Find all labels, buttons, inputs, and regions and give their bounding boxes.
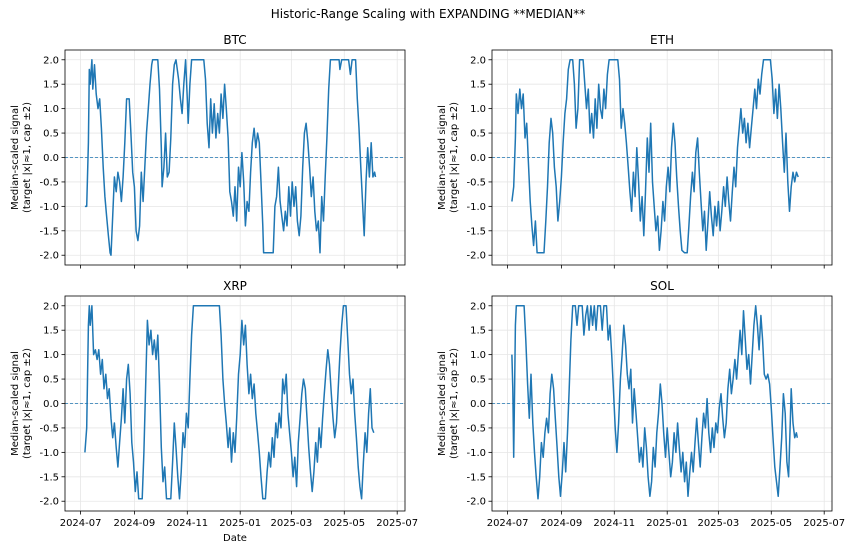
y-tick-label: -2.0 (466, 251, 486, 262)
panel-title: XRP (223, 279, 247, 293)
panel-title: BTC (223, 33, 246, 47)
x-tick-label: 2024-11 (166, 518, 208, 529)
x-tick-label: 2025-01 (219, 518, 261, 529)
x-tick-label: 2025-07 (803, 518, 845, 529)
y-tick-label: 1.5 (470, 80, 486, 91)
signal-line (511, 59, 799, 254)
signal-line (84, 305, 375, 500)
y-tick-label: -1.5 (466, 472, 486, 483)
x-tick-label: 2024-11 (593, 518, 635, 529)
y-tick-label: 1.0 (470, 350, 486, 361)
x-tick-label: 2025-05 (750, 518, 792, 529)
y-tick-label: -1.0 (39, 448, 59, 459)
y-tick-label: 1.5 (43, 80, 59, 91)
y-tick-label: -1.0 (466, 448, 486, 459)
y-tick-label: 0.0 (470, 153, 486, 164)
y-tick-label: 0.5 (470, 129, 486, 140)
y-tick-label: 2.0 (43, 301, 59, 312)
x-tick-label: 2024-07 (487, 518, 529, 529)
y-tick-label: -1.5 (39, 472, 59, 483)
y-tick-label: -1.0 (466, 202, 486, 213)
x-tick-label: 2025-07 (376, 518, 418, 529)
y-tick-label: -2.0 (39, 497, 59, 508)
panel-title: ETH (650, 33, 674, 47)
chart-panel-xrp: -2.0 -1.5 -1.0 -0.5 0.0 0.5 1.0 1.5 2.0 2024-07 20… (10, 279, 418, 544)
x-tick-label: 2025-03 (270, 518, 312, 529)
y-tick-label: 2.0 (470, 55, 486, 66)
y-tick-label: 2.0 (43, 55, 59, 66)
chart-panel-sol: -2.0 -1.5 -1.0 -0.5 0.0 0.5 1.0 1.5 2.0 2024-07 20… (437, 279, 845, 529)
y-tick-label: -2.0 (39, 251, 59, 262)
x-tick-label: 2025-05 (323, 518, 365, 529)
signal-line (511, 305, 799, 500)
y-axis-label-line: (target |x|≈1, cap ±2) (449, 102, 460, 213)
y-tick-label: -1.5 (466, 226, 486, 237)
y-tick-label: -0.5 (466, 423, 486, 434)
y-tick-label: -0.5 (466, 177, 486, 188)
y-axis-label-line: (target |x|≈1, cap ±2) (449, 348, 460, 459)
panel-title: SOL (650, 279, 674, 293)
x-tick-label: 2024-09 (540, 518, 582, 529)
y-axis-label: Median-scaled signal(target |x|≈1, cap ±… (10, 102, 33, 213)
y-tick-label: 0.5 (470, 375, 486, 386)
y-tick-label: -1.5 (39, 226, 59, 237)
y-axis-label-line: Median-scaled signal (437, 351, 448, 456)
x-tick-label: 2025-01 (646, 518, 688, 529)
figure-title: Historic-Range Scaling with EXPANDING **… (271, 7, 585, 21)
y-axis-label-line: (target |x|≈1, cap ±2) (22, 348, 33, 459)
y-axis-label-line: Median-scaled signal (10, 351, 21, 456)
y-tick-label: -0.5 (39, 423, 59, 434)
y-tick-label: 2.0 (470, 301, 486, 312)
y-tick-label: 0.5 (43, 375, 59, 386)
x-tick-label: 2024-07 (60, 518, 102, 529)
y-axis-label-line: Median-scaled signal (437, 105, 448, 210)
y-axis-label-line: Median-scaled signal (10, 105, 21, 210)
y-tick-label: 1.0 (43, 104, 59, 115)
y-axis-label: Median-scaled signal(target |x|≈1, cap ±… (10, 348, 33, 459)
y-tick-label: 1.5 (43, 326, 59, 337)
y-tick-label: 0.0 (43, 153, 59, 164)
y-tick-label: 1.0 (470, 104, 486, 115)
y-axis-label-line: (target |x|≈1, cap ±2) (22, 102, 33, 213)
y-axis-label: Median-scaled signal(target |x|≈1, cap ±… (437, 348, 460, 459)
y-tick-label: 1.5 (470, 326, 486, 337)
y-tick-label: 0.0 (470, 399, 486, 410)
chart-panel-btc: -2.0 -1.5 -1.0 -0.5 0.0 0.5 1.0 1.5 2.0 BTC Median… (10, 33, 406, 269)
y-tick-label: 1.0 (43, 350, 59, 361)
x-tick-label: 2025-03 (697, 518, 739, 529)
y-tick-label: 0.0 (43, 399, 59, 410)
y-tick-label: -1.0 (39, 202, 59, 213)
y-tick-label: -0.5 (39, 177, 59, 188)
y-axis-label: Median-scaled signal(target |x|≈1, cap ±… (437, 102, 460, 213)
x-axis-label: Date (223, 533, 247, 544)
y-tick-label: -2.0 (466, 497, 486, 508)
y-tick-label: 0.5 (43, 129, 59, 140)
signal-line (84, 59, 377, 256)
chart-panel-eth: -2.0 -1.5 -1.0 -0.5 0.0 0.5 1.0 1.5 2.0 ETH Median… (437, 33, 833, 269)
x-tick-label: 2024-09 (113, 518, 155, 529)
